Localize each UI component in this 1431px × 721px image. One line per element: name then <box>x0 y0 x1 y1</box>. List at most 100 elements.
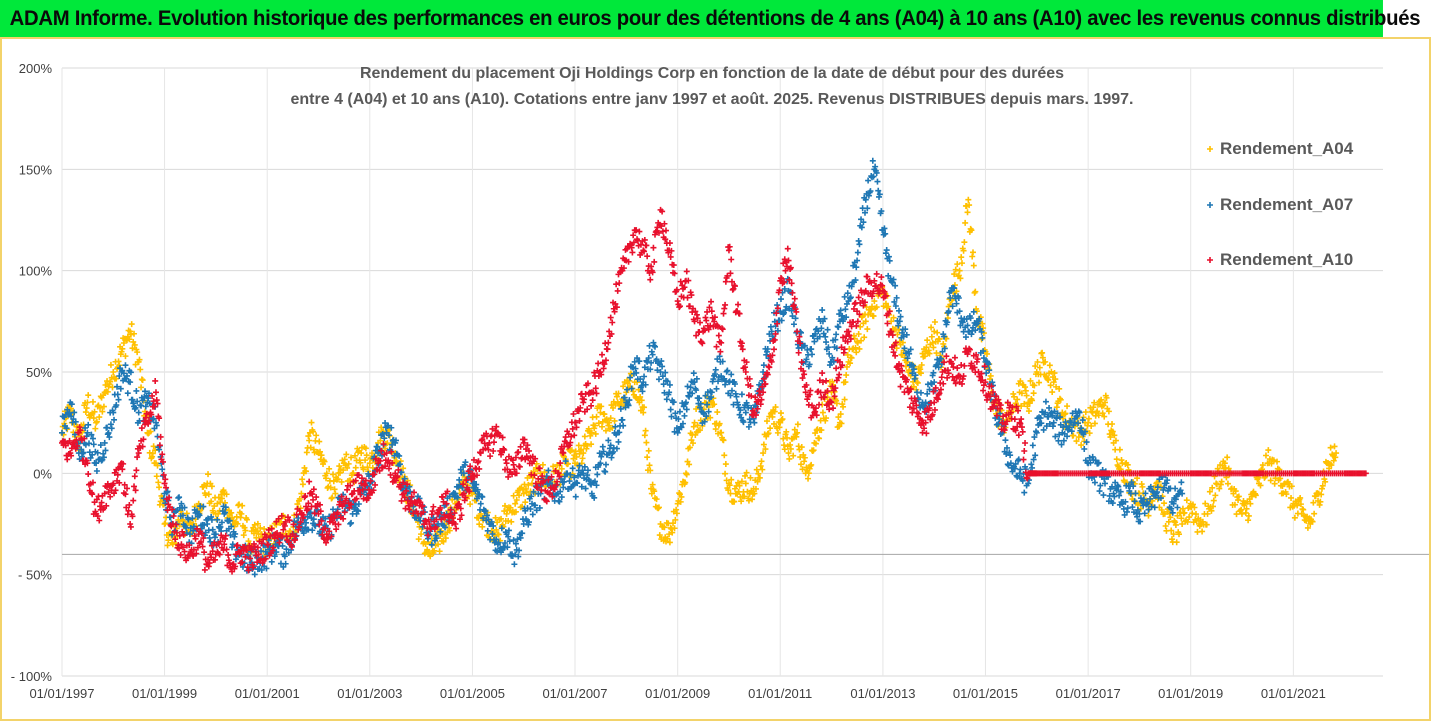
point-Rendement_A10 <box>138 425 145 432</box>
point-Rendement_A04 <box>1270 457 1277 464</box>
point-Rendement_A04 <box>1027 377 1034 384</box>
point-Rendement_A04 <box>983 350 990 357</box>
point-Rendement_A10 <box>1022 439 1029 446</box>
point-Rendement_A04 <box>236 501 243 508</box>
point-Rendement_A04 <box>931 328 938 335</box>
point-Rendement_A07 <box>135 409 142 416</box>
point-Rendement_A04 <box>1052 376 1059 383</box>
point-Rendement_A07 <box>89 435 96 442</box>
point-Rendement_A07 <box>78 446 85 453</box>
point-Rendement_A10 <box>130 497 137 504</box>
point-Rendement_A04 <box>731 498 738 505</box>
point-Rendement_A04 <box>819 409 826 416</box>
point-Rendement_A04 <box>344 464 351 471</box>
point-Rendement_A04 <box>415 536 422 543</box>
point-Rendement_A04 <box>307 444 314 451</box>
point-Rendement_A04 <box>714 409 721 416</box>
point-Rendement_A04 <box>223 491 230 498</box>
point-Rendement_A04 <box>1206 488 1213 495</box>
point-Rendement_A07 <box>122 362 129 369</box>
point-Rendement_A07 <box>1096 488 1103 495</box>
point-Rendement_A04 <box>357 459 364 466</box>
point-Rendement_A04 <box>358 450 365 457</box>
point-Rendement_A04 <box>157 498 164 505</box>
point-Rendement_A04 <box>134 349 141 356</box>
point-Rendement_A04 <box>1179 521 1186 527</box>
point-Rendement_A04 <box>351 452 358 459</box>
y-tick-label: - 100% <box>11 669 53 684</box>
point-Rendement_A04 <box>1267 477 1274 484</box>
x-tick-label: 01/01/2021 <box>1261 686 1326 701</box>
point-Rendement_A04 <box>914 379 921 386</box>
point-Rendement_A10 <box>341 509 348 516</box>
legend-label: Rendement_A04 <box>1220 139 1354 158</box>
point-Rendement_A04 <box>928 333 935 340</box>
point-Rendement_A04 <box>431 547 438 554</box>
point-Rendement_A04 <box>924 337 931 344</box>
point-Rendement_A10 <box>131 473 138 480</box>
point-Rendement_A10 <box>515 449 522 456</box>
point-Rendement_A04 <box>669 529 676 536</box>
point-Rendement_A04 <box>505 517 512 524</box>
chart-title-line-1: Rendement du placement Oji Holdings Corp… <box>360 65 1064 82</box>
point-Rendement_A10 <box>225 552 232 559</box>
point-Rendement_A04 <box>754 478 761 485</box>
point-Rendement_A04 <box>352 464 359 471</box>
point-Rendement_A04 <box>1046 362 1053 369</box>
point-Rendement_A04 <box>162 520 169 527</box>
point-Rendement_A07 <box>93 460 100 467</box>
point-Rendement_A07 <box>615 438 622 445</box>
point-Rendement_A04 <box>1172 521 1179 528</box>
point-Rendement_A04 <box>513 496 520 503</box>
point-Rendement_A07 <box>82 441 89 448</box>
point-Rendement_A07 <box>355 500 362 507</box>
point-Rendement_A04 <box>1165 518 1172 525</box>
point-Rendement_A04 <box>257 524 264 531</box>
point-Rendement_A04 <box>727 490 734 497</box>
point-Rendement_A04 <box>1204 510 1211 517</box>
point-Rendement_A07 <box>683 406 690 413</box>
point-Rendement_A04 <box>591 422 598 429</box>
point-Rendement_A04 <box>712 426 719 433</box>
point-Rendement_A04 <box>736 482 743 489</box>
point-Rendement_A04 <box>1082 409 1089 416</box>
point-Rendement_A04 <box>785 450 792 457</box>
point-Rendement_A07 <box>80 449 87 456</box>
point-Rendement_A04 <box>722 470 729 477</box>
point-Rendement_A04 <box>1023 392 1030 399</box>
point-Rendement_A04 <box>707 414 714 421</box>
point-Rendement_A07 <box>106 434 113 441</box>
point-Rendement_A04 <box>871 298 878 305</box>
point-Rendement_A10 <box>651 258 658 265</box>
point-Rendement_A04 <box>857 323 864 330</box>
point-Rendement_A04 <box>107 378 114 385</box>
point-Rendement_A04 <box>769 413 776 420</box>
point-Rendement_A04 <box>1011 393 1018 400</box>
point-Rendement_A04 <box>747 474 754 481</box>
point-Rendement_A04 <box>208 498 215 505</box>
point-Rendement_A07 <box>594 471 601 478</box>
point-Rendement_A04 <box>693 406 700 413</box>
point-Rendement_A04 <box>726 482 733 489</box>
point-Rendement_A10 <box>717 348 724 355</box>
point-Rendement_A04 <box>110 369 117 375</box>
point-Rendement_A10 <box>503 460 510 467</box>
point-Rendement_A04 <box>1311 510 1318 517</box>
point-Rendement_A04 <box>1048 368 1055 375</box>
point-Rendement_A07 <box>124 390 131 397</box>
point-Rendement_A04 <box>89 398 96 405</box>
point-Rendement_A04 <box>964 209 971 216</box>
point-Rendement_A04 <box>100 403 107 410</box>
point-Rendement_A04 <box>424 546 431 553</box>
point-Rendement_A04 <box>1095 412 1102 419</box>
point-Rendement_A04 <box>638 397 645 404</box>
point-Rendement_A07 <box>856 241 863 248</box>
point-Rendement_A04 <box>1157 483 1164 490</box>
x-tick-label: 01/01/2015 <box>953 686 1018 701</box>
point-Rendement_A10 <box>1019 428 1026 435</box>
point-Rendement_A10 <box>516 463 523 470</box>
y-tick-label: 50% <box>26 365 52 380</box>
point-Rendement_A04 <box>1210 503 1216 510</box>
point-Rendement_A04 <box>1283 491 1290 498</box>
point-Rendement_A04 <box>1168 527 1175 534</box>
